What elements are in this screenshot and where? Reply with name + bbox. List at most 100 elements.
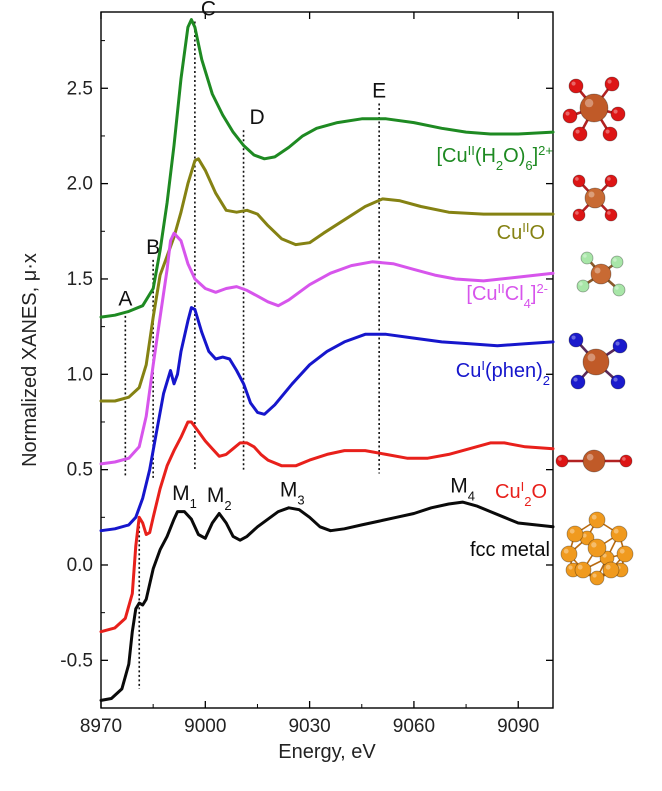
atom-highlight — [577, 564, 583, 570]
atom-highlight — [615, 286, 619, 290]
atom-highlight — [568, 565, 573, 570]
atom — [619, 454, 633, 468]
y-tick-label: 0.0 — [67, 555, 93, 576]
atom — [602, 126, 618, 142]
atom — [566, 525, 584, 543]
y-tick-label: 2.5 — [67, 78, 93, 99]
atom-highlight — [613, 109, 618, 114]
atom-highlight — [579, 282, 583, 286]
series-label-5: fcc metal — [470, 539, 550, 561]
atom-highlight — [613, 258, 617, 262]
atom — [562, 108, 578, 124]
series-label-0: [CuII(H2O)6]2+ — [436, 143, 553, 173]
atom — [576, 279, 590, 293]
atom-highlight — [584, 98, 594, 108]
atom — [572, 126, 588, 142]
atom — [568, 332, 584, 348]
atom-highlight — [615, 341, 620, 346]
atom — [604, 76, 620, 92]
atom-highlight — [563, 548, 569, 554]
atom — [582, 449, 606, 473]
atom — [610, 374, 626, 390]
atom — [587, 538, 607, 558]
atom — [610, 106, 626, 122]
y-tick-label: 0.5 — [67, 460, 93, 481]
y-tick-label: 1.5 — [67, 269, 93, 290]
atom — [602, 561, 620, 579]
atom — [610, 525, 628, 543]
marker-label-d: D — [250, 106, 265, 129]
atom — [568, 78, 584, 94]
atom — [610, 255, 624, 269]
atom-highlight — [573, 377, 578, 382]
cucl4-tetrahedral-icon — [576, 251, 626, 297]
atom-highlight — [605, 129, 610, 134]
atom — [604, 174, 618, 188]
atom-highlight — [583, 254, 587, 258]
atom — [570, 374, 586, 390]
marker-label-c: C — [201, 0, 216, 21]
atom-highlight — [613, 377, 618, 382]
atom — [584, 187, 606, 209]
series-line-3 — [99, 306, 555, 533]
y-tick-label: 2.0 — [67, 174, 93, 195]
metal-feature-label-3: M3 — [280, 478, 305, 507]
atom — [589, 570, 605, 586]
y-tick-label: 1.0 — [67, 364, 93, 385]
metal-feature-label-2: M2 — [207, 484, 232, 513]
feature-markers: A B C D E — [118, 0, 386, 689]
atom — [604, 208, 618, 222]
atom-highlight — [591, 542, 597, 548]
atom-highlight — [622, 457, 626, 461]
axes: 8970 9000 9030 9060 9090 -0.5 0.0 0.5 1.0 1.5 2.0 2… — [19, 12, 553, 763]
atom-highlight — [619, 548, 625, 554]
atom — [579, 93, 609, 123]
atom — [582, 348, 610, 376]
series-line-0 — [99, 18, 555, 319]
x-tick-label: 9030 — [288, 716, 330, 737]
atom — [612, 338, 628, 354]
atom-highlight — [575, 177, 579, 181]
atom-highlight — [613, 528, 619, 534]
series-label-3: CuI(phen)2 — [456, 358, 550, 388]
atom-highlight — [575, 129, 580, 134]
series-label-1: CuIIO — [497, 220, 545, 245]
x-tick-label: 9000 — [184, 716, 226, 737]
series-labels: [CuII(H2O)6]2+ CuIIO [CuIICl4]2- CuI(phen)2… — [172, 143, 553, 562]
atom — [590, 263, 612, 285]
series-label-2: [CuIICl4]2- — [466, 281, 548, 311]
cu-fcc-cluster-icon — [560, 511, 634, 586]
atom-highlight — [571, 81, 576, 86]
atom-highlight — [586, 453, 594, 461]
atom — [555, 454, 569, 468]
atom-highlight — [592, 573, 597, 578]
atom-highlight — [587, 353, 596, 362]
atom — [560, 545, 578, 563]
x-axis-title: Energy, eV — [278, 741, 376, 763]
cu2o-linear-icon — [555, 449, 633, 473]
cu-h2o6-octahedral-icon — [562, 76, 626, 142]
marker-label-e: E — [372, 80, 386, 103]
atom — [572, 174, 586, 188]
atom — [612, 283, 626, 297]
atom-highlight — [594, 267, 601, 274]
atom-highlight — [582, 533, 587, 538]
marker-label-a: A — [118, 287, 132, 310]
y-axis-title: Normalized XANES, μ·x — [19, 253, 41, 467]
atom — [588, 511, 606, 529]
atom-highlight — [607, 211, 611, 215]
series-lines — [99, 18, 555, 702]
series-line-1 — [99, 157, 555, 403]
atom — [580, 251, 594, 265]
atom — [616, 545, 634, 563]
series-line-4 — [99, 420, 555, 634]
atom-highlight — [605, 564, 611, 570]
atom-highlight — [602, 553, 607, 558]
atom-highlight — [588, 191, 595, 198]
atom-highlight — [571, 335, 576, 340]
structure-icons — [555, 76, 634, 586]
metal-feature-label-1: M1 — [172, 482, 197, 511]
cu-o-square-planar-icon — [572, 174, 618, 222]
atom-highlight — [558, 457, 562, 461]
